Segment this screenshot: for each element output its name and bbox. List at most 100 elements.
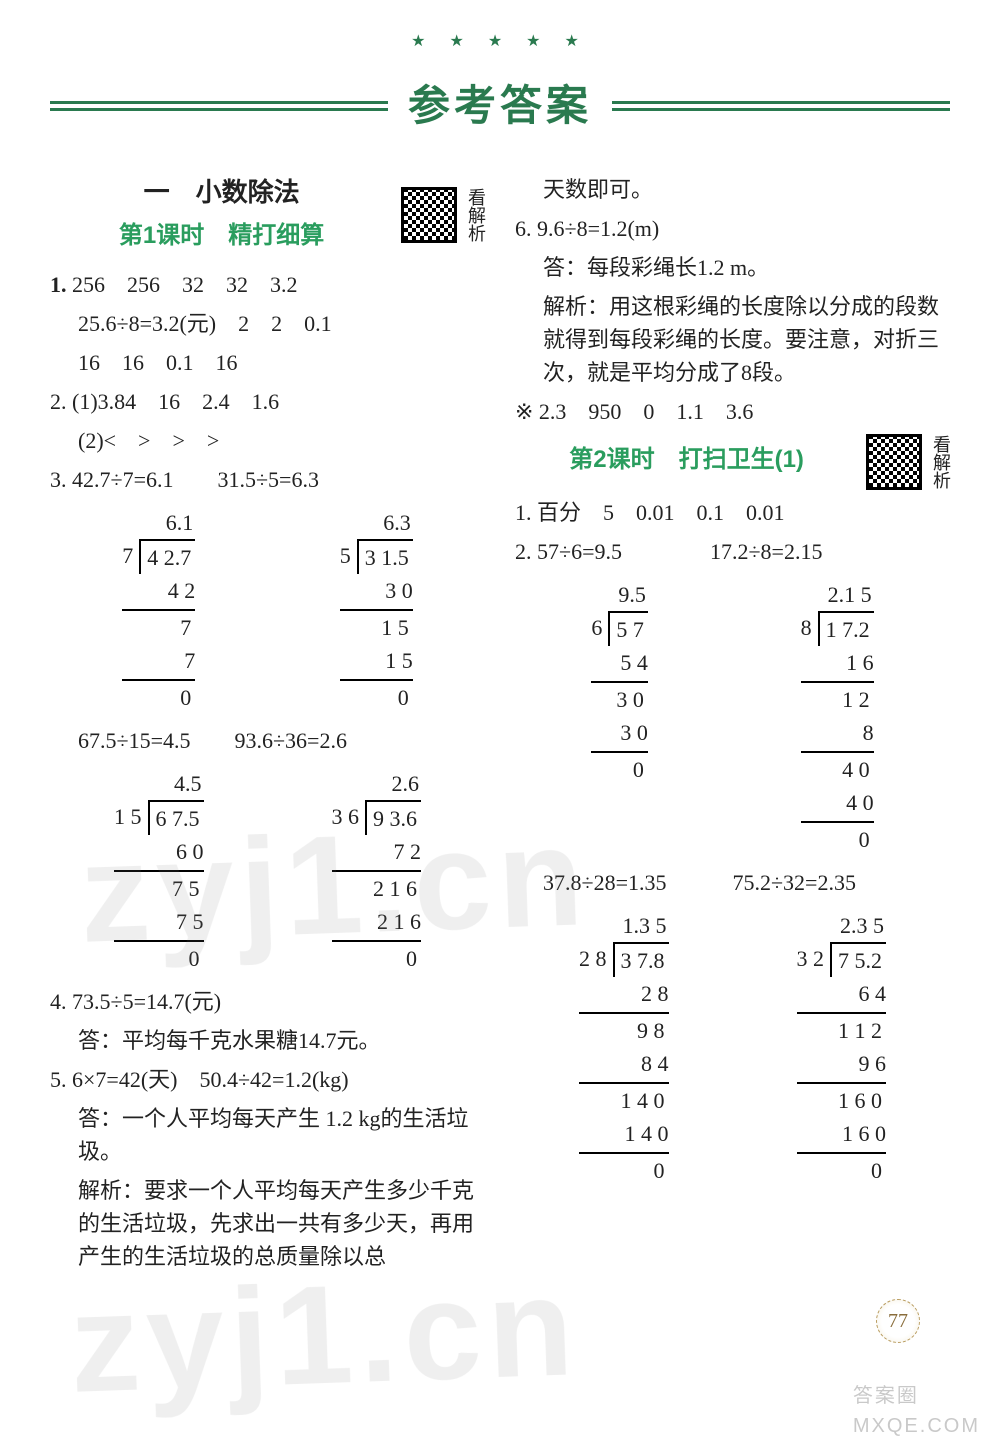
ld-c-quot: 4.5 [114, 767, 204, 800]
ld-h-divisor: 3 2 [797, 942, 831, 977]
ld-f-s1: 1 2 [801, 681, 874, 716]
ld-h-s1: 1 1 2 [797, 1012, 887, 1047]
ld-g-quot: 1.3 5 [579, 909, 669, 942]
ld-a-divisor: 7 [122, 539, 139, 574]
page-number: 77 [876, 1299, 920, 1343]
ld-b-quot: 6.3 [340, 506, 413, 539]
ld-d-divisor: 3 6 [332, 800, 366, 835]
ld-h-s2: 9 6 [797, 1047, 887, 1080]
title-row: 参考答案 [50, 74, 950, 137]
ld-f-dividend: 1 7.2 [818, 611, 874, 646]
ld-e-s0: 5 4 [591, 646, 648, 679]
longdiv-h: 2.3 5 3 27 5.2 6 4 1 1 2 9 6 1 6 0 1 6 0… [797, 909, 887, 1187]
longdiv-c: 4.5 1 56 7.5 6 0 7 5 7 5 0 [114, 767, 204, 975]
page-title: 参考答案 [388, 74, 612, 137]
ld-b-s1: 1 5 [340, 609, 413, 644]
ld-b-s2: 1 5 [340, 644, 413, 677]
r-q1: 1. 百分 5 0.01 0.1 0.01 [515, 496, 950, 529]
ld-c-divisor: 1 5 [114, 800, 148, 835]
longdiv-d: 2.6 3 69 3.6 7 2 2 1 6 2 1 6 0 [332, 767, 422, 975]
r-q2-mid: 37.8÷28=1.35 75.2÷32=2.35 [515, 866, 950, 899]
q4-line2: 答：平均每千克水果糖14.7元。 [50, 1024, 485, 1057]
ld-f-quot: 2.1 5 [801, 578, 874, 611]
qr-code-1 [401, 187, 457, 243]
r-q6-l1: 6. 9.6÷8=1.2(m) [515, 212, 950, 245]
ld-d-s1: 2 1 6 [332, 870, 422, 905]
qr-label-1: 看解析 [465, 188, 485, 242]
ld-a-s0: 4 2 [122, 574, 195, 607]
ld-f-s4: 4 0 [801, 786, 874, 819]
ld-h-dividend: 7 5.2 [830, 942, 886, 977]
ld-c-s0: 6 0 [114, 835, 204, 868]
ld-e-s2: 3 0 [591, 716, 648, 749]
longdiv-a: 6.1 74 2.7 4 2 7 7 0 [122, 506, 195, 714]
ld-e-quot: 9.5 [591, 578, 648, 611]
ld-d-s3: 0 [332, 940, 422, 975]
unit-title: 一 小数除法 [50, 173, 393, 212]
ld-c-s3: 0 [114, 940, 204, 975]
ld-d-s2: 2 1 6 [332, 905, 422, 938]
page-number-row: 77 [50, 1299, 950, 1343]
ld-f-divisor: 8 [801, 611, 818, 646]
ld-g-s5: 0 [579, 1152, 669, 1187]
ld-b-dividend: 3 1.5 [357, 539, 413, 574]
longdiv-f: 2.1 5 81 7.2 1 6 1 2 8 4 0 4 0 0 [801, 578, 874, 856]
ld-a-s1: 7 [122, 609, 195, 644]
q1-line3: 16 16 0.1 16 [50, 346, 485, 379]
ld-h-s4: 1 6 0 [797, 1117, 887, 1150]
ld-f-s0: 1 6 [801, 646, 874, 679]
ld-g-s2: 8 4 [579, 1047, 669, 1080]
footer-url: MXQE.COM [853, 1415, 980, 1437]
rule-right [612, 101, 950, 111]
rule-left [50, 101, 388, 111]
ld-a-s2: 7 [122, 644, 195, 677]
longdiv-e: 9.5 65 7 5 4 3 0 3 0 0 [591, 578, 648, 856]
ld-b-s0: 3 0 [340, 574, 413, 607]
ld-a-quot: 6.1 [122, 506, 195, 539]
lesson2-title: 第2课时 打扫卫生(1) [515, 442, 858, 478]
q5-line2: 答：一个人平均每天产生 1.2 kg的生活垃圾。 [50, 1102, 485, 1168]
q3-row1: 6.1 74 2.7 4 2 7 7 0 6.3 53 1.5 3 0 1 5 … [50, 502, 485, 718]
r-q2-head: 2. 57÷6=9.5 17.2÷8=2.15 [515, 535, 950, 568]
r-cont: 天数即可。 [515, 173, 950, 206]
q5-line3: 解析：要求一个人平均每天产生多少千克的生活垃圾，先求出一共有多少天，再用产生的生… [50, 1174, 485, 1273]
col-left: 一 小数除法 第1课时 精打细算 看解析 1. 1. 256 256 32 32… [50, 167, 485, 1279]
q4-line1: 4. 73.5÷5=14.7(元) [50, 985, 485, 1018]
r-q6-l2: 答：每段彩绳长1.2 m。 [515, 251, 950, 284]
ld-f-s3: 4 0 [801, 751, 874, 786]
ld-g-s0: 2 8 [579, 977, 669, 1010]
unit-header-row: 一 小数除法 第1课时 精打细算 看解析 [50, 167, 485, 262]
ld-g-s1: 9 8 [579, 1012, 669, 1047]
columns: 一 小数除法 第1课时 精打细算 看解析 1. 1. 256 256 32 32… [50, 167, 950, 1279]
r-q6-l3: 解析：用这根彩绳的长度除以分成的段数就得到每段彩绳的长度。要注意，对折三次，就是… [515, 290, 950, 389]
ld-a-dividend: 4 2.7 [139, 539, 195, 574]
r-starline: ※ 2.3 950 0 1.1 3.6 [515, 395, 950, 428]
longdiv-g: 1.3 5 2 83 7.8 2 8 9 8 8 4 1 4 0 1 4 0 0 [579, 909, 669, 1187]
ld-h-s5: 0 [797, 1152, 887, 1187]
r-q2-row2: 1.3 5 2 83 7.8 2 8 9 8 8 4 1 4 0 1 4 0 0… [515, 905, 950, 1191]
page: ★ ★ ★ ★ ★ 参考答案 一 小数除法 第1课时 精打细算 看解析 1. 1… [0, 0, 1000, 1383]
col-right: 天数即可。 6. 9.6÷8=1.2(m) 答：每段彩绳长1.2 m。 解析：用… [515, 167, 950, 1279]
ld-f-s5: 0 [801, 821, 874, 856]
ld-g-divisor: 2 8 [579, 942, 613, 977]
ld-g-s3: 1 4 0 [579, 1082, 669, 1117]
ld-b-divisor: 5 [340, 539, 357, 574]
footer-badge: 答案圈 [853, 1385, 919, 1407]
footer-watermark: 答案圈 MXQE.COM [853, 1381, 980, 1441]
qr-label-2: 看解析 [930, 435, 950, 489]
ld-d-quot: 2.6 [332, 767, 422, 800]
q1-line2: 25.6÷8=3.2(元) 2 2 0.1 [50, 307, 485, 340]
q3-mid: 67.5÷15=4.5 93.6÷36=2.6 [50, 724, 485, 757]
ld-g-dividend: 3 7.8 [613, 942, 669, 977]
header-stars: ★ ★ ★ ★ ★ [50, 30, 950, 54]
ld-c-s2: 7 5 [114, 905, 204, 938]
q3-row2: 4.5 1 56 7.5 6 0 7 5 7 5 0 2.6 3 69 3.6 … [50, 763, 485, 979]
ld-d-dividend: 9 3.6 [365, 800, 421, 835]
q1-num: 1. [50, 272, 67, 297]
lesson2-row: 第2课时 打扫卫生(1) 看解析 [515, 434, 950, 490]
ld-e-s3: 0 [591, 751, 648, 786]
ld-h-s0: 6 4 [797, 977, 887, 1010]
ld-b-s3: 0 [340, 679, 413, 714]
ld-a-s3: 0 [122, 679, 195, 714]
ld-c-s1: 7 5 [114, 870, 204, 905]
